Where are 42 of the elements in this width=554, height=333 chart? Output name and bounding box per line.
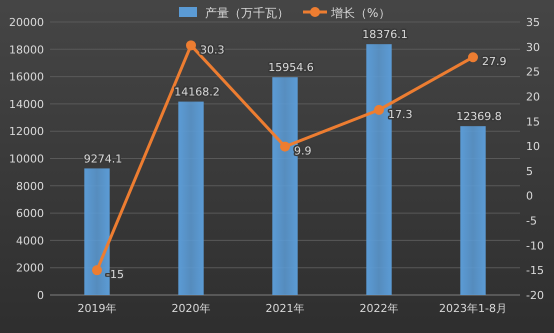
data-label: 14168.2 [174,86,220,99]
point [186,40,196,50]
data-label: 12369.8 [456,110,502,124]
point [92,265,102,276]
y2-tick-label: -5 [526,214,537,228]
point [468,52,478,62]
y2-tick-label: 25 [526,66,540,79]
y2-tick-label: 30 [526,40,540,54]
y-tick-label: 14000 [9,98,44,111]
y2-tick-label: 20 [526,90,540,104]
y2-tick-label: 10 [526,140,540,154]
y-tick-label: 0 [37,289,44,302]
y-tick-label: 4000 [16,234,44,248]
data-label: 18376.1 [362,28,408,42]
y2-tick-label: 0 [526,190,533,203]
y2-tick-label: 15 [526,115,540,128]
legend-label: 增长（%） [330,6,390,20]
data-label: 15954.6 [268,61,314,74]
data-label: 27.9 [482,55,506,68]
y2-tick-label: 35 [526,16,540,29]
y-tick-label: 2000 [16,262,44,275]
y-tick-label: 16000 [9,70,44,84]
x-tick-label: 2020年 [172,302,210,315]
y-tick-label: 6000 [16,207,44,220]
legend-label: 产量（万千瓦） [205,6,289,20]
y2-tick-label: 5 [526,164,533,178]
y-tick-label: 12000 [9,125,44,138]
y-tick-label: 10000 [9,152,44,166]
point [374,104,384,115]
data-label: 9274.1 [84,152,122,166]
y-tick-label: 20000 [9,16,44,29]
y-tick-label: 8000 [16,180,44,193]
x-tick-label: 2019年 [78,302,116,315]
x-tick-label: 2022年 [360,302,398,315]
y2-tick-label: -20 [526,289,544,302]
x-tick-label: 2021年 [266,302,304,315]
y-tick-label: 18000 [9,43,44,56]
point [280,142,290,152]
data-label: 30.3 [200,43,224,56]
x-tick-label: 2023年1-8月 [439,302,507,315]
y2-tick-label: -15 [526,264,544,278]
y2-tick-label: -10 [526,239,544,252]
